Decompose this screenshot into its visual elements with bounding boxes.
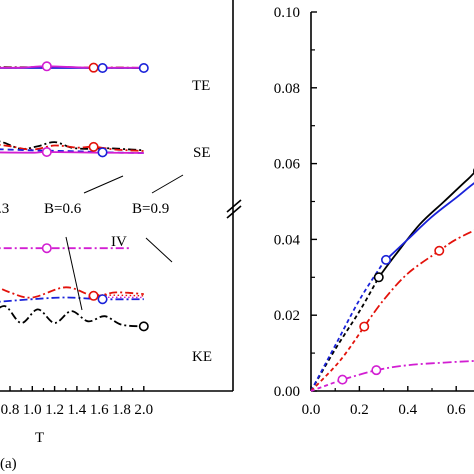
axis-break-symbol [226, 199, 242, 219]
right-y-tick-label: 0.00 [274, 384, 300, 400]
left-x-tick-label: 1.4 [68, 402, 87, 418]
right-y-ticks: 0.00 0.02 0.04 0.06 0.08 0.10 [274, 5, 317, 400]
right-y-tick-label: 0.04 [274, 232, 301, 248]
left-series-ke-red [0, 286, 144, 299]
left-x-tick-label: 1.8 [112, 402, 131, 418]
left-x-tick-label: 1.6 [90, 402, 109, 418]
left-series-se-magenta [0, 151, 144, 154]
left-x-tick-label: 1.0 [23, 402, 42, 418]
leader-iv-b06 [65, 236, 83, 311]
right-x-ticks: 0.00.20.40.60.8 [302, 386, 466, 418]
left-marker-blue [97, 62, 108, 73]
left-dotted-continuation-red [93, 294, 144, 297]
left-curves [0, 65, 144, 328]
left-x-ticks: 0.8 1.0 1.2 1.4 1.6 1.8 2.0 [1, 386, 153, 418]
right-series-black [378, 172, 474, 278]
left-marker-magenta [41, 146, 52, 157]
left-marker-red [88, 290, 99, 301]
right-y-tick-label: 0.06 [274, 157, 301, 173]
left-marker-blue [138, 62, 149, 73]
right-series-blue-dashed [310, 261, 385, 392]
annotation-b06: B=0.6 [44, 201, 82, 217]
right-x-tick-label: 0.6 [447, 402, 466, 418]
left-marker-magenta [41, 243, 52, 254]
left-series-se-blue [0, 148, 144, 154]
right-x-tick-label: 0.2 [350, 402, 369, 418]
right-marker-blue [381, 254, 392, 265]
right-marker-magenta [371, 365, 382, 376]
left-marker-black [138, 321, 149, 332]
panel-label-a: (a) [0, 456, 17, 472]
leader-b09 [151, 174, 184, 194]
leader-b06 [83, 175, 124, 194]
right-series-red-dashed [310, 326, 365, 392]
right-curves [310, 172, 474, 392]
right-x-tick-label: 0.4 [398, 402, 417, 418]
right-marker-red [434, 245, 445, 256]
curve-label-iv: IV [111, 234, 127, 250]
right-series-black-dashed [310, 276, 380, 392]
right-series-blue [382, 182, 474, 263]
right-marker-red [359, 321, 370, 332]
left-panel: 0.81.01.21.41.61.82.0 TE SE IV KE .3 B=0… [0, 0, 234, 472]
right-series-magenta [342, 360, 474, 381]
right-markers [337, 168, 474, 385]
left-marker-blue [97, 294, 108, 305]
left-markers [41, 61, 149, 332]
left-x-tick-label: 1.2 [45, 402, 64, 418]
left-x-tick-label: 2.0 [134, 402, 153, 418]
annotation-b03: .3 [0, 201, 9, 217]
right-y-tick-label: 0.10 [274, 5, 300, 21]
left-series-ke-blue [0, 296, 144, 303]
left-marker-red [88, 62, 99, 73]
right-marker-black [373, 272, 384, 283]
curve-label-se: SE [193, 145, 211, 161]
left-series-se-black [0, 140, 144, 152]
right-panel: 0.000.020.040.060.080.10 0.00.20.40.60.8 [274, 5, 474, 418]
curve-label-te: TE [192, 78, 210, 94]
right-y-tick-label: 0.08 [274, 81, 300, 97]
annotation-b09: B=0.9 [132, 201, 169, 217]
right-x-tick-label: 0.0 [302, 402, 321, 418]
right-marker-magenta [337, 374, 348, 385]
left-marker-red [88, 141, 99, 152]
leader-iv [145, 237, 173, 263]
left-x-axis-title: T [35, 430, 44, 446]
left-marker-blue [97, 147, 108, 158]
left-x-tick-label: 0.8 [1, 402, 20, 418]
left-marker-magenta [41, 61, 52, 72]
left-series-ke-black [0, 305, 144, 328]
right-y-tick-label: 0.02 [274, 308, 300, 324]
curve-label-ke: KE [192, 349, 212, 365]
